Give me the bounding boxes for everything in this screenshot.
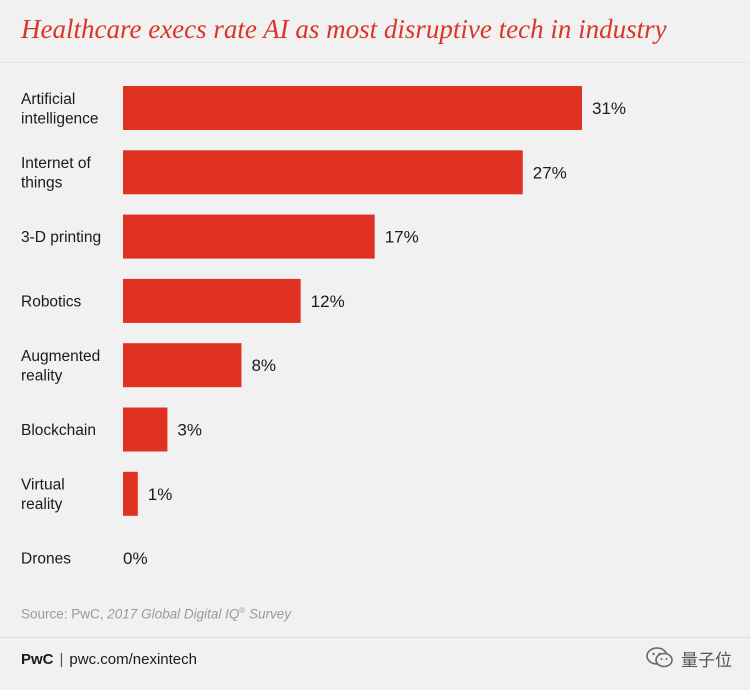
category-label: Internet of things [21, 155, 91, 192]
category-label-line: things [21, 175, 63, 192]
category-label: Blockchain [21, 422, 96, 439]
value-label: 0% [123, 549, 148, 568]
footer-url[interactable]: pwc.com/nexintech [69, 651, 197, 668]
watermark: 量子位 [645, 645, 732, 671]
category-label-line: Augmented [21, 348, 100, 365]
category-label: Augmented reality [21, 348, 100, 385]
watermark-text: 量子位 [681, 650, 732, 671]
brand-name: PwC [21, 651, 54, 668]
category-label-line: Blockchain [21, 422, 96, 439]
category-label-line: Virtual [21, 477, 65, 494]
category-label: Robotics [21, 293, 82, 310]
top-divider [0, 62, 750, 63]
bar [123, 407, 168, 452]
category-label-line: Drones [21, 551, 71, 568]
registered-mark: ® [239, 606, 246, 615]
bottom-divider [0, 637, 750, 638]
source-prefix: Source: PwC, [21, 606, 108, 622]
value-label: 27% [533, 163, 567, 182]
category-label-line: 3-D printing [21, 229, 101, 246]
bar [123, 214, 375, 259]
chart-title: Healthcare execs rate AI as most disrupt… [21, 14, 667, 44]
footer: PwC | pwc.com/nexintech [21, 651, 197, 668]
value-label: 12% [311, 292, 345, 311]
category-label-line: reality [21, 367, 63, 384]
bar-chart: Artificial intelligence 31% Internet of thin… [21, 86, 626, 568]
category-label-line: Internet of [21, 155, 91, 172]
category-label-line: intelligence [21, 110, 99, 127]
value-label: 3% [177, 421, 202, 440]
category-label: 3-D printing [21, 229, 101, 246]
bar [123, 343, 242, 388]
category-label: Virtual reality [21, 477, 65, 514]
bar [123, 150, 523, 195]
category-label-line: Robotics [21, 293, 82, 310]
value-label: 8% [251, 356, 276, 375]
source-suffix: Survey [245, 606, 292, 622]
value-label: 1% [148, 485, 173, 504]
footer-separator: | [59, 651, 64, 668]
bar [123, 471, 138, 516]
bar [123, 86, 582, 130]
source-note: Source: PwC, 2017 Global Digital IQ® Sur… [21, 606, 291, 622]
category-label: Drones [21, 551, 71, 568]
source-survey-name: 2017 Global Digital IQ [107, 606, 240, 622]
value-label: 31% [592, 99, 626, 118]
category-label-line: reality [21, 496, 63, 513]
wechat-icon [646, 647, 673, 668]
value-label: 17% [385, 228, 419, 247]
category-label-line: Artificial [21, 91, 75, 108]
bar [123, 278, 301, 323]
category-label: Artificial intelligence [21, 91, 99, 128]
